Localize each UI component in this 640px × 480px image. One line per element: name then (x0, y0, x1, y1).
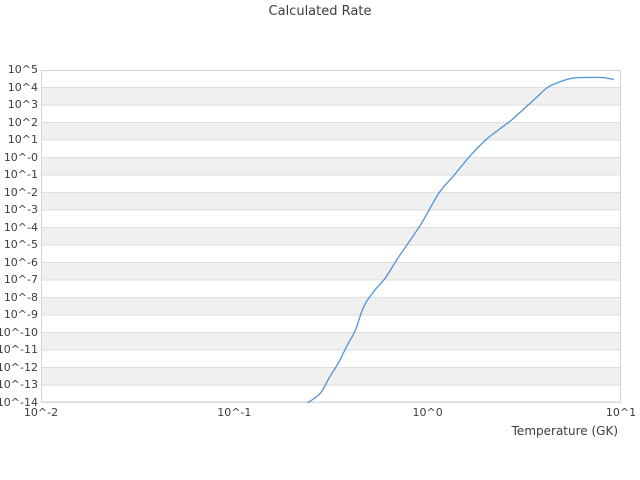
grid-band (41, 105, 621, 123)
x-axis-label: Temperature (GK) (511, 424, 618, 438)
x-tick-label: 10^-2 (23, 406, 59, 419)
y-tick-label: 10^4 (7, 80, 38, 94)
y-tick-label: 10^-6 (3, 255, 38, 269)
x-tick-label: 10^0 (412, 406, 443, 419)
grid-band (41, 385, 621, 403)
grid-band (41, 262, 621, 280)
grid-band (41, 140, 621, 158)
y-tick-label: 10^-12 (0, 360, 38, 374)
rate-curve (307, 76, 614, 403)
y-tick-label: 10^3 (7, 98, 38, 111)
grid-band (41, 192, 621, 210)
y-tick-label: 10^-5 (3, 238, 38, 251)
chart-title: Calculated Rate (268, 4, 372, 19)
y-tick-label: 10^2 (7, 115, 38, 129)
y-tick-label: 10^-4 (3, 220, 38, 234)
grid-band (41, 70, 621, 88)
grid-band (41, 157, 621, 175)
grid-band (41, 227, 621, 245)
y-tick-label: 10^-13 (0, 378, 38, 391)
grid-band (41, 297, 621, 315)
y-tick-label: 10^-0 (3, 150, 38, 164)
y-tick-label: 10^1 (7, 133, 38, 146)
x-tick-label: 10^1 (605, 406, 637, 419)
grid-band (41, 175, 621, 193)
y-tick-label: 10^-3 (3, 203, 38, 216)
y-tick-label: 10^5 (7, 63, 38, 76)
grid-band (41, 315, 621, 333)
grid-band (41, 122, 621, 140)
y-tick-label: 10^-9 (3, 308, 38, 321)
y-tick-label: 10^-11 (0, 343, 38, 356)
y-tick-label: 10^-10 (0, 325, 38, 339)
y-tick-label: 10^-1 (3, 168, 38, 181)
plot-area (41, 70, 621, 403)
y-tick-label: 10^-2 (3, 185, 38, 199)
y-tick-label: 10^-14 (0, 395, 38, 409)
grid-band (41, 332, 621, 350)
y-tick-label: 10^-7 (3, 273, 38, 286)
grid-band (41, 210, 621, 228)
plot-border (41, 70, 621, 403)
grid-band (41, 350, 621, 368)
grid-band (41, 245, 621, 263)
grid-band (41, 280, 621, 298)
grid-band (41, 87, 621, 105)
grid-band (41, 367, 621, 385)
y-tick-label: 10^-8 (3, 290, 38, 304)
x-tick-label: 10^-1 (217, 406, 252, 419)
